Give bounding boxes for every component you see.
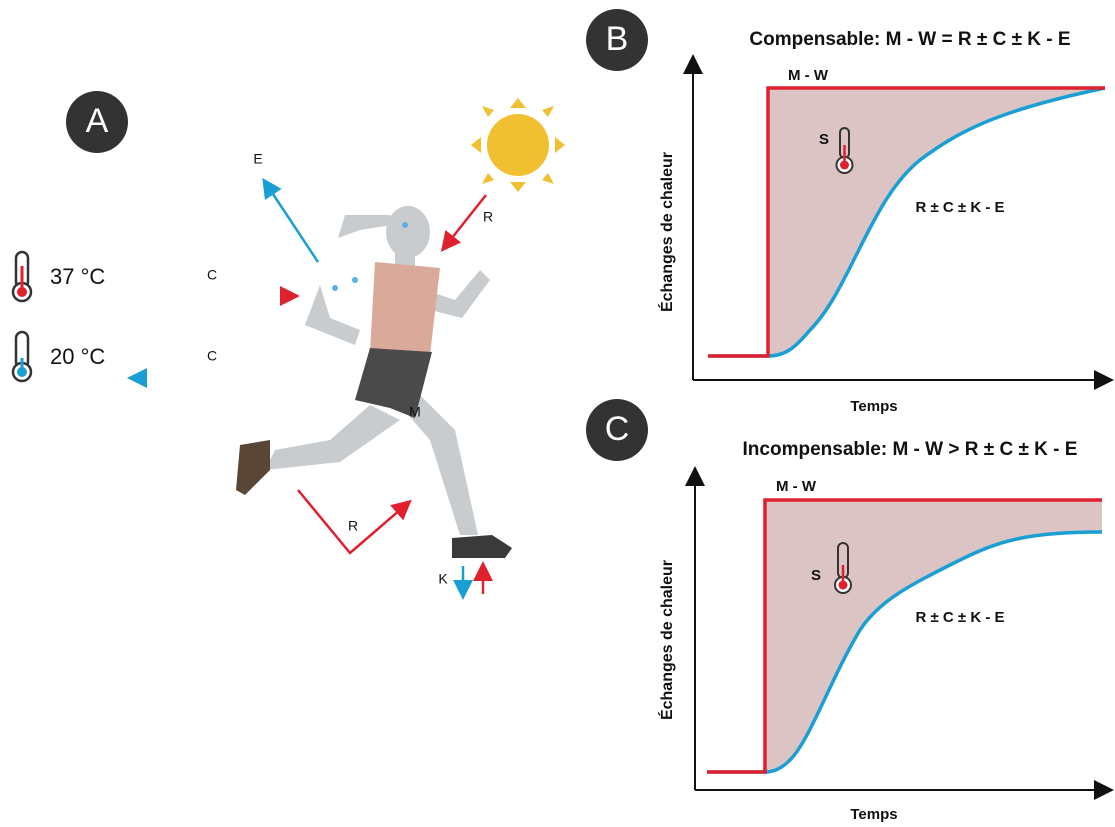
panel-letter: B — [606, 20, 629, 58]
arrow-label: C — [207, 267, 217, 283]
diagram: A 37 °C 20 °C C C E R R K M — [0, 0, 1115, 827]
arrow-label: C — [207, 348, 217, 364]
x-axis-label: Temps — [850, 806, 897, 823]
curve-label: M - W — [776, 478, 817, 495]
curve-label: R ± C ± K - E — [916, 609, 1005, 626]
panel-title: Compensable: M - W = R ± C ± K - E — [749, 29, 1070, 50]
panel-title: Incompensable: M - W > R ± C ± K - E — [743, 439, 1078, 460]
panel-letter: C — [605, 410, 630, 448]
curve-label: R ± C ± K - E — [916, 199, 1005, 216]
sun — [471, 98, 565, 192]
storage-area — [768, 88, 1105, 356]
storage-area — [765, 500, 1102, 772]
x-axis-label: Temps — [850, 398, 897, 415]
arrow-label: R — [348, 518, 358, 534]
thermometer-cold — [13, 332, 31, 381]
arrow-label: E — [253, 151, 262, 167]
panel-b: B Compensable: M - W = R ± C ± K - E M -… — [586, 9, 1110, 415]
arrow-label: R — [483, 209, 493, 225]
storage-label: S — [819, 131, 829, 148]
panel-letter: A — [86, 102, 109, 140]
panel-c: C Incompensable: M - W > R ± C ± K - E M… — [586, 399, 1110, 823]
storage-label: S — [811, 567, 821, 584]
thermometer-hot — [13, 252, 31, 301]
temperature-label: 20 °C — [50, 344, 105, 369]
runner — [236, 206, 512, 558]
arrow — [265, 182, 318, 262]
curve-label: M - W — [788, 67, 829, 84]
metabolism-label: M — [409, 404, 421, 420]
temperature-label: 37 °C — [50, 264, 105, 289]
arrow-label: K — [438, 571, 448, 587]
panel-a: A 37 °C 20 °C C C E R R K M — [13, 91, 565, 595]
y-axis-label: Échanges de chaleur — [657, 152, 676, 312]
arrow — [444, 195, 486, 248]
y-axis-label: Échanges de chaleur — [657, 560, 676, 720]
